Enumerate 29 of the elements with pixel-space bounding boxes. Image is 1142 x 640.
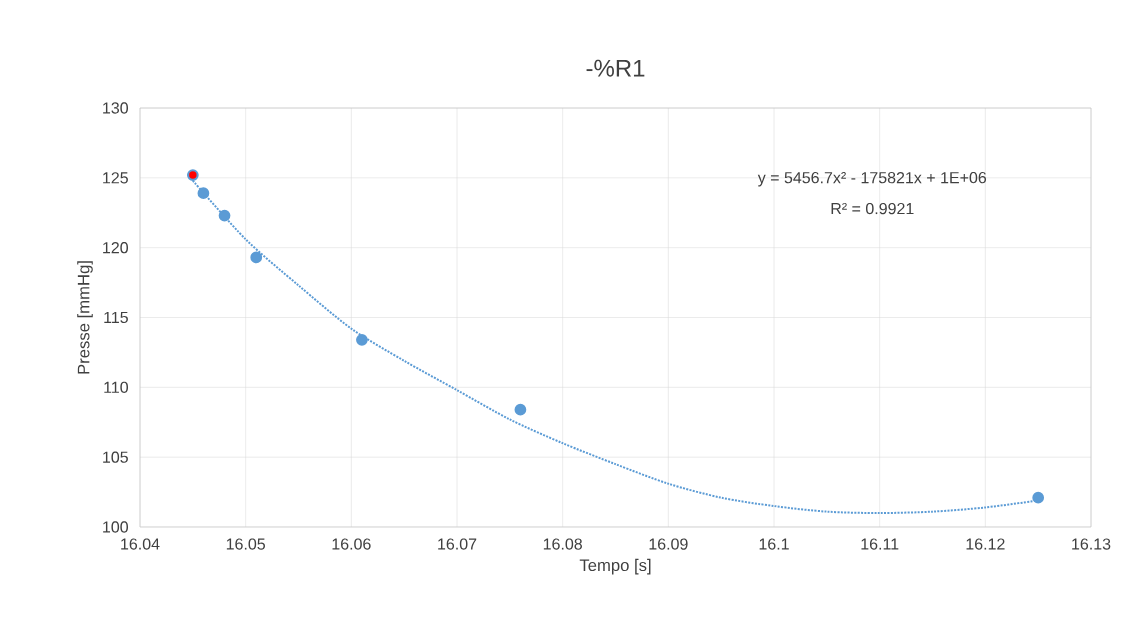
point bbox=[186, 169, 199, 181]
x-tick-label: 16.09 bbox=[649, 538, 688, 550]
x-axis-title: Tempo [s] bbox=[579, 558, 651, 575]
y-tick-label: 105 bbox=[103, 451, 128, 463]
point bbox=[218, 209, 231, 222]
x-tick-label: 16.06 bbox=[332, 538, 371, 550]
x-tick-label: 16.13 bbox=[1072, 538, 1111, 550]
y-tick-label: 130 bbox=[103, 102, 128, 114]
x-tick-label: 16.05 bbox=[226, 538, 266, 550]
y-tick-label: 110 bbox=[104, 381, 129, 393]
y-tick-label: 100 bbox=[103, 521, 128, 533]
y-axis-title: Presse [mmHg] bbox=[77, 261, 93, 374]
y-tick-label: 125 bbox=[103, 172, 128, 184]
point bbox=[197, 187, 210, 200]
point bbox=[356, 333, 368, 346]
point bbox=[250, 251, 263, 264]
point bbox=[1032, 491, 1045, 504]
annotation: y = 5456.7x² - 175821x + 1E+06 bbox=[757, 171, 987, 187]
x-tick-label: 16.12 bbox=[966, 538, 1005, 550]
y-tick-label: 120 bbox=[103, 242, 128, 254]
x-tick-label: 16.08 bbox=[543, 538, 582, 550]
x-tick-label: 16.1 bbox=[759, 538, 789, 550]
x-tick-label: 16.04 bbox=[121, 538, 160, 550]
y-tick-label: 115 bbox=[104, 311, 128, 324]
point bbox=[514, 403, 527, 416]
x-tick-label: 16.07 bbox=[438, 538, 477, 550]
chart-title: -%R1 bbox=[586, 59, 645, 77]
x-tick-label: 16.11 bbox=[861, 538, 899, 550]
annotation: R² = 0.9921 bbox=[831, 202, 914, 215]
